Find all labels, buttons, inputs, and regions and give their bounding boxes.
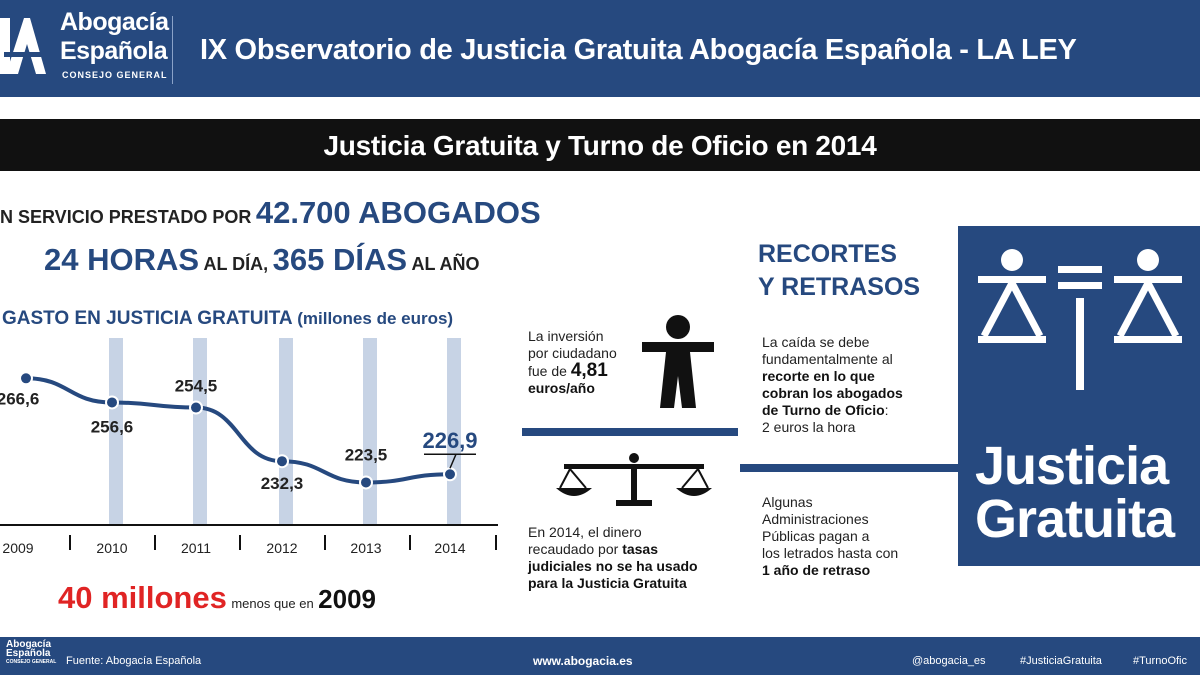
scale-icon — [556, 453, 712, 506]
grid-band — [109, 338, 123, 524]
chart-heading: GASTO EN JUSTICIA GRATUITA (millones de … — [2, 308, 453, 330]
tasas-line1: En 2014, el dinero — [528, 524, 642, 540]
logo-text-line2: Española — [60, 37, 168, 65]
grid-band — [193, 338, 207, 524]
logo-subtitle: CONSEJO GENERAL — [62, 70, 168, 80]
spending-line-chart: 266,6 256,6 254,5 232,3 223,5 226,9 2009 2010 20… — [0, 338, 498, 556]
citizen-figure-icon — [642, 315, 714, 408]
investment-unit: euros/año — [528, 380, 595, 396]
footer-logo-line1: Abogacía — [6, 639, 52, 650]
footer-hashtag-turno[interactable]: #TurnoOfic — [1133, 655, 1188, 667]
cuts-line4: cobran los abogados — [762, 385, 903, 401]
days-suffix: AL AÑO — [411, 254, 480, 274]
grid-band — [363, 338, 377, 524]
tasas-text: En 2014, el dinero recaudado por tasas j… — [528, 524, 728, 592]
investment-line2: por ciudadano — [528, 345, 617, 361]
data-point-2010 — [105, 395, 119, 410]
delays-line5: 1 año de retraso — [762, 562, 871, 578]
cuts-heading: RECORTES Y RETRASOS — [758, 238, 920, 304]
tasas-bold3: para la Justicia Gratuita — [528, 575, 687, 591]
investment-line3: fue de 4,81 — [528, 360, 608, 381]
delays-line4: los letrados hasta con — [762, 545, 899, 561]
tasas-bold1: tasas — [622, 541, 658, 557]
value-label-2010: 256,6 — [91, 417, 134, 436]
value-label-2009: 266,6 — [0, 389, 39, 408]
chart-unit: (millones de euros) — [297, 309, 454, 328]
justice-figures-icon — [978, 249, 1182, 390]
header-title: IX Observatorio de Justicia Gratuita Abo… — [200, 34, 1077, 66]
x-tick-label-2009: 2009 — [2, 540, 33, 556]
cuts-paragraph: La caída se debe fundamentalmente al rec… — [762, 334, 952, 436]
x-tick-label-2012: 2012 — [266, 540, 297, 556]
reduction-year: 2009 — [318, 584, 377, 614]
cuts-line5: de Turno de Oficio: — [762, 402, 889, 418]
delays-line2: Administraciones — [762, 511, 869, 527]
series-line — [25, 376, 451, 485]
days-value: 365 DÍAS — [272, 242, 408, 277]
cuts-line3: recorte en lo que — [762, 368, 875, 384]
x-tick-label-2011: 2011 — [181, 540, 211, 556]
section-bar — [0, 119, 1200, 171]
lawyers-stat-value: 42.700 ABOGADOS — [255, 195, 541, 230]
lawyers-stat-line: N SERVICIO PRESTADO POR 42.700 ABOGADOS — [0, 195, 541, 231]
footer-logo: Abogacía Española CONSEJO GENERAL — [6, 640, 56, 667]
investment-line1: La inversión — [528, 328, 604, 344]
footer-url-link[interactable]: www.abogacia.es — [533, 654, 633, 668]
lawyers-stat-prefix: N SERVICIO PRESTADO POR — [0, 207, 252, 227]
data-point-2009 — [19, 371, 33, 386]
tasas-line3: judiciales no se ha usado — [528, 558, 728, 575]
value-label-2011: 254,5 — [175, 377, 218, 396]
footer-source: Fuente: Abogacía Española — [66, 655, 202, 667]
right-divider — [740, 464, 960, 472]
tasas-line4: para la Justicia Gratuita — [528, 575, 728, 592]
data-point-2013 — [359, 475, 373, 490]
x-tick-label-2013: 2013 — [350, 540, 381, 556]
value-label-2014: 226,9 — [422, 428, 477, 453]
chart-title: GASTO EN JUSTICIA GRATUITA — [2, 308, 292, 329]
delays-line3: Públicas pagan a — [762, 528, 870, 544]
data-point-2011 — [189, 400, 203, 415]
hours-suffix: AL DÍA, — [203, 254, 269, 274]
reduction-middle: menos que en — [231, 596, 314, 611]
x-tick-label-2010: 2010 — [96, 540, 127, 556]
delays-paragraph: Algunas Administraciones Públicas pagan … — [762, 494, 952, 579]
data-point-2014 — [443, 467, 457, 482]
investment-text: La inversión por ciudadano fue de 4,81 e… — [528, 328, 638, 397]
tasas-line2: recaudado por tasas — [528, 541, 658, 557]
header-divider — [172, 16, 173, 84]
abogacia-logo-icon — [0, 18, 46, 74]
footer-bar — [0, 637, 1200, 675]
cuts-line6: 2 euros la hora — [762, 419, 856, 435]
total-reduction-note: 40 millones menos que en 2009 — [58, 580, 376, 616]
tasas-bold2: judiciales no se ha usado — [528, 558, 698, 574]
footer-twitter-handle[interactable]: @abogacia_es — [912, 655, 986, 667]
footer-logo-line3: CONSEJO GENERAL — [6, 659, 57, 665]
footer-hashtag-justicia[interactable]: #JusticiaGratuita — [1020, 655, 1102, 667]
delays-line1: Algunas — [762, 494, 813, 510]
cuts-line1: La caída se debe — [762, 334, 870, 350]
hours-stat-line: 24 HORAS AL DÍA, 365 DÍAS AL AÑO — [44, 242, 480, 278]
section-title: Justicia Gratuita y Turno de Oficio en 2… — [323, 130, 877, 161]
highlight-leader — [449, 453, 457, 469]
cuts-heading-line2: Y RETRASOS — [758, 273, 921, 301]
investment-line4: euros/año — [528, 380, 638, 397]
value-label-2012: 232,3 — [261, 474, 304, 493]
data-point-2012 — [275, 454, 289, 469]
badge-word-justicia: Justicia — [975, 436, 1169, 496]
logo-text-line1: Abogacía — [60, 8, 169, 36]
reduction-value: 40 millones — [58, 580, 227, 615]
hours-value: 24 HORAS — [44, 242, 200, 277]
badge-word-gratuita: Gratuita — [975, 489, 1175, 549]
header-bar — [0, 0, 1200, 97]
footer-logo-line2: Española — [6, 648, 51, 659]
grid-band — [279, 338, 293, 524]
cuts-heading-line1: RECORTES — [758, 240, 897, 268]
middle-divider — [522, 428, 738, 436]
x-tick-label-2014: 2014 — [434, 540, 465, 556]
investment-value: 4,81 — [570, 360, 608, 381]
value-label-2013: 223,5 — [345, 445, 388, 464]
cuts-line2: fundamentalmente al — [762, 351, 893, 367]
